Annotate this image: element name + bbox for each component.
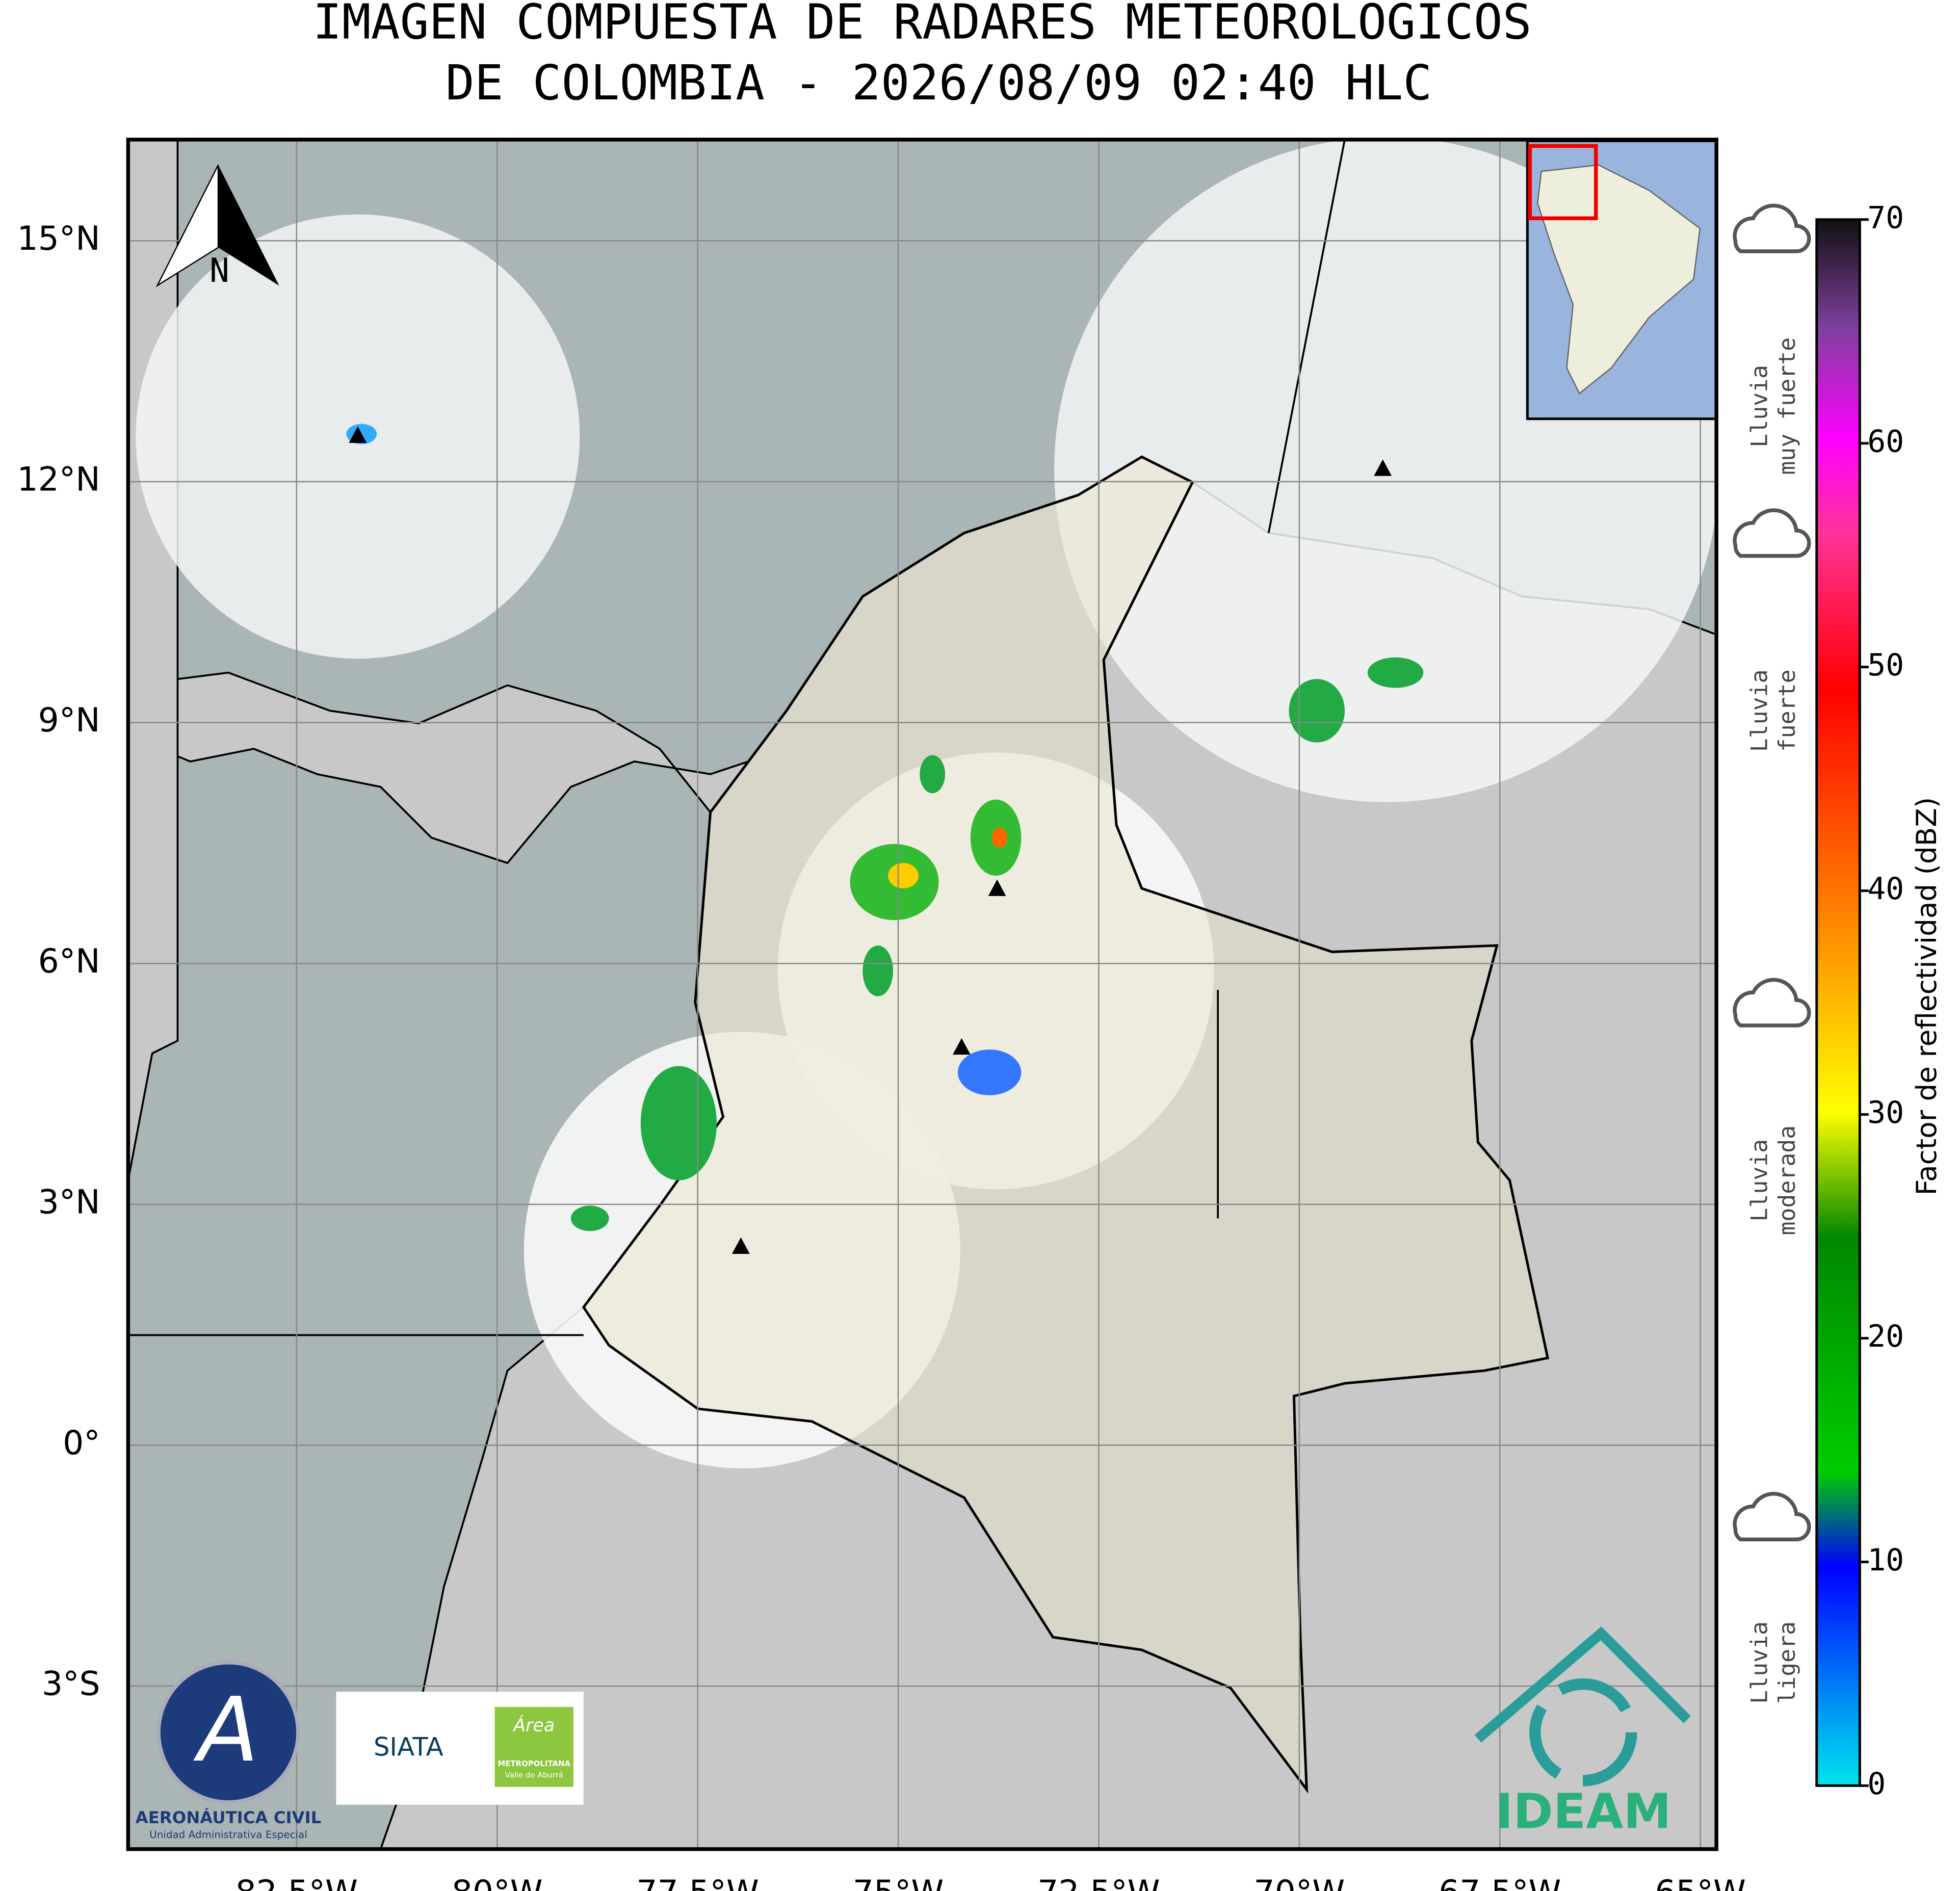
map-area: N A AERONÁUTICA CIVIL Unidad Administrat…	[128, 139, 1717, 1849]
logo-text: Área	[512, 1714, 555, 1736]
y-tick-label: 3°S	[42, 1665, 100, 1703]
land	[128, 139, 179, 1180]
x-tick-label: 77.5°W	[636, 1874, 759, 1891]
title-line: IMAGEN COMPUESTA DE RADARES METEOROLOGIC…	[313, 0, 1532, 50]
x-tick-label: 80°W	[452, 1874, 543, 1891]
x-tick-label: 65°W	[1655, 1874, 1746, 1891]
rain-icon	[1733, 203, 1811, 253]
colorbar-tick-label: 70	[1867, 200, 1904, 235]
y-tick-label: 9°N	[38, 701, 100, 740]
colorbar	[1815, 218, 1861, 1787]
north-arrow	[155, 165, 219, 287]
x-tick-label: 75°W	[853, 1874, 944, 1891]
colorbar-tick-label: 20	[1867, 1319, 1904, 1354]
rain-category: muy fuerte	[1773, 337, 1800, 475]
north-label: N	[210, 252, 229, 290]
rain-category: fuerte	[1773, 669, 1800, 752]
colorbar-tick-label: 50	[1867, 648, 1904, 683]
x-tick-label: 67.5°W	[1439, 1874, 1561, 1891]
rain-category: Lluvia	[1745, 669, 1772, 752]
x-tick-label: 72.5°W	[1037, 1874, 1160, 1891]
logo-text: Valle de Aburrá	[505, 1770, 563, 1779]
logo-text: METROPOLITANA	[498, 1759, 570, 1768]
logo-aeronautica	[156, 1661, 300, 1804]
radar-sites	[349, 426, 1392, 1254]
y-tick-label: 15°N	[17, 220, 100, 258]
logo-text: SIATA	[374, 1732, 443, 1762]
y-tick-label: 3°N	[38, 1183, 100, 1221]
x-tick-label: 82.5°W	[236, 1874, 358, 1891]
logo-text: Unidad Administrativa Especial	[149, 1829, 307, 1841]
title-line: DE COLOMBIA - 2026/08/09 02:40 HLC	[446, 55, 1432, 111]
inset-extent	[1528, 144, 1598, 221]
rain-category: Lluvia	[1745, 1621, 1772, 1704]
colorbar-label: Factor de reflectividad (dBZ)	[1910, 797, 1943, 1196]
colorbar-tick-label: 60	[1867, 424, 1904, 459]
rain-category: moderada	[1773, 1125, 1800, 1236]
rain-category: ligera	[1773, 1621, 1800, 1704]
logo-ideam-roof	[1474, 1626, 1691, 1743]
rain-icon	[1733, 978, 1811, 1028]
colorbar-tick-label: 40	[1867, 872, 1904, 907]
x-tick-label: 70°W	[1254, 1874, 1345, 1891]
y-tick-label: 0°	[63, 1424, 100, 1462]
rain-icon	[1733, 1491, 1811, 1542]
rain-category: Lluvia	[1745, 365, 1772, 448]
map-frame	[126, 138, 1718, 1851]
y-tick-label: 12°N	[17, 461, 100, 499]
y-tick-label: 6°N	[38, 942, 100, 981]
logo-text: AERONÁUTICA CIVIL	[136, 1808, 322, 1827]
logo-area	[494, 1706, 573, 1787]
border	[128, 139, 1346, 1336]
logo-ideam-swirl	[1529, 1678, 1637, 1787]
colorbar-tick-label: 0	[1867, 1767, 1886, 1802]
logo-text: IDEAM	[1495, 1783, 1671, 1840]
rain-category: Lluvia	[1745, 1139, 1772, 1222]
rain-icon	[1733, 508, 1811, 558]
inset-continent	[1537, 164, 1701, 395]
colombia	[582, 455, 1550, 1794]
colorbar-tick-label: 30	[1867, 1095, 1904, 1131]
colorbar-tick-label: 10	[1867, 1543, 1904, 1578]
logo-glyph: A	[193, 1678, 258, 1782]
